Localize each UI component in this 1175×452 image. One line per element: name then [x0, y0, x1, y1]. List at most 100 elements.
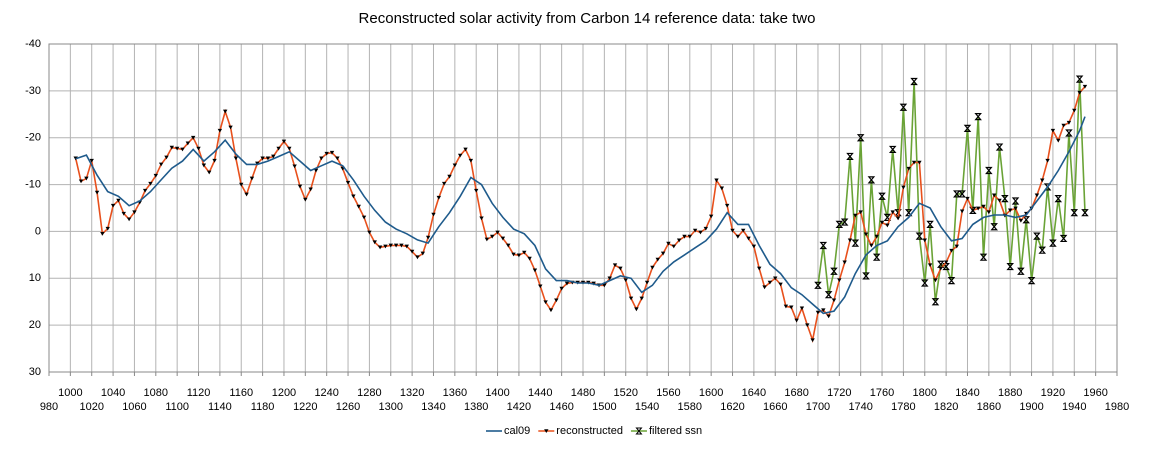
point	[100, 231, 105, 236]
point	[965, 196, 970, 201]
point	[751, 244, 757, 249]
point	[995, 143, 1004, 151]
y-tick-label: -20	[25, 132, 41, 144]
point	[954, 244, 959, 249]
point	[543, 300, 548, 305]
point	[548, 308, 554, 313]
point	[479, 216, 484, 221]
point	[969, 206, 977, 214]
x-tick-label: 1240	[314, 387, 338, 399]
point	[324, 151, 329, 156]
point	[990, 223, 998, 231]
point	[538, 284, 543, 289]
point	[1006, 262, 1014, 271]
point	[949, 248, 954, 253]
point	[958, 190, 966, 198]
point	[1008, 208, 1013, 213]
x-tick-label: 1260	[336, 401, 360, 413]
x-tick-label: 1900	[1019, 401, 1043, 413]
point	[814, 281, 822, 289]
point	[953, 190, 961, 198]
point	[856, 134, 865, 142]
point	[377, 245, 383, 250]
point	[1050, 128, 1056, 133]
point	[506, 243, 511, 248]
x-tick-label: 1020	[79, 401, 103, 413]
point	[917, 160, 922, 165]
point	[650, 265, 655, 270]
point	[490, 234, 495, 239]
x-tick-label: 1400	[485, 387, 509, 399]
point	[741, 228, 746, 233]
point	[1059, 234, 1068, 243]
point	[682, 234, 687, 239]
point	[164, 155, 169, 160]
x-tick-label: 1460	[549, 401, 573, 413]
point	[1018, 218, 1024, 223]
x-tick-label: 1560	[656, 387, 680, 399]
point	[810, 338, 815, 343]
point	[618, 266, 623, 271]
point	[692, 228, 698, 233]
series	[814, 75, 1089, 306]
point	[559, 286, 564, 291]
point	[1081, 209, 1089, 217]
x-tick-label: 1780	[891, 401, 915, 413]
point	[463, 147, 468, 152]
x-tick-label: 1840	[955, 387, 979, 399]
point	[666, 241, 671, 246]
point	[383, 244, 388, 249]
point	[634, 307, 639, 312]
point	[495, 230, 500, 235]
x-tick-label: 1160	[229, 387, 253, 399]
point	[78, 179, 84, 184]
x-tick-label: 1480	[571, 387, 595, 399]
point	[835, 220, 844, 228]
point	[904, 209, 913, 217]
point	[1038, 246, 1047, 254]
point	[927, 263, 933, 268]
x-tick-label: 1180	[251, 401, 275, 413]
point	[885, 223, 890, 228]
y-tick-label: 20	[29, 319, 41, 331]
legend-marker	[635, 427, 643, 435]
point	[985, 166, 993, 175]
point	[148, 181, 153, 186]
x-tick-label: 1300	[379, 401, 403, 413]
x-tick-label: 1940	[1062, 401, 1086, 413]
point	[265, 156, 271, 161]
point	[169, 145, 175, 150]
x-tick-label: 1120	[187, 387, 211, 399]
legend-label: cal09	[504, 425, 530, 437]
x-tick-label: 1860	[977, 401, 1001, 413]
point	[735, 234, 741, 239]
point	[878, 192, 886, 200]
y-tick-label: -30	[25, 85, 41, 97]
x-tick-label: 1820	[934, 401, 958, 413]
x-tick-label: 1340	[421, 401, 445, 413]
point	[942, 262, 950, 271]
point	[938, 266, 943, 271]
point	[979, 253, 988, 261]
point	[708, 214, 714, 219]
point	[345, 180, 351, 185]
point	[1027, 277, 1036, 285]
point	[105, 226, 110, 231]
point	[281, 139, 287, 144]
point	[1033, 232, 1041, 240]
point	[425, 235, 431, 240]
point	[628, 296, 634, 301]
point	[1061, 123, 1066, 128]
point	[457, 153, 463, 158]
x-tick-label: 1600	[699, 387, 723, 399]
point	[180, 147, 185, 152]
point	[655, 257, 660, 262]
point	[420, 251, 425, 256]
point	[746, 236, 751, 241]
point	[121, 211, 126, 216]
point	[217, 128, 223, 133]
point	[974, 113, 982, 121]
point	[644, 280, 650, 285]
point	[837, 278, 842, 283]
x-tick-label: 1760	[870, 387, 894, 399]
